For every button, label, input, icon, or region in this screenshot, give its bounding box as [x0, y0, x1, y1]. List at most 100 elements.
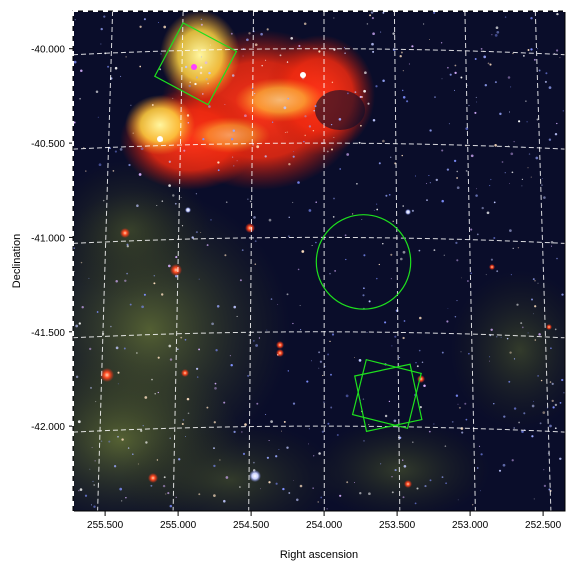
star: [141, 305, 144, 309]
star: [401, 89, 404, 92]
star: [140, 147, 144, 151]
star: [433, 423, 435, 425]
x-tick-label: 252.500: [525, 520, 562, 531]
star: [232, 129, 236, 132]
star: [318, 452, 321, 455]
star: [306, 380, 309, 383]
star: [336, 433, 339, 437]
star: [372, 50, 375, 53]
star: [561, 293, 564, 296]
star: [533, 498, 535, 500]
star: [496, 270, 499, 273]
star: [225, 476, 229, 479]
star: [236, 315, 238, 317]
star: [406, 100, 409, 103]
star: [384, 321, 387, 324]
star: [214, 382, 217, 385]
star: [346, 153, 350, 156]
star: [344, 47, 346, 49]
star: [270, 420, 273, 423]
star: [434, 96, 436, 98]
star: [290, 36, 294, 40]
star: [308, 443, 310, 445]
star: [248, 32, 251, 35]
star: [93, 484, 96, 486]
star: [489, 185, 491, 187]
star: [217, 169, 220, 172]
star: [313, 455, 315, 457]
star: [380, 31, 382, 33]
star: [521, 178, 524, 181]
star: [233, 165, 235, 167]
star: [80, 261, 83, 264]
star: [268, 218, 272, 222]
star: [292, 155, 295, 158]
star: [214, 386, 217, 390]
star: [80, 69, 83, 72]
star: [426, 183, 427, 184]
star: [446, 168, 450, 171]
star: [78, 490, 80, 492]
star: [151, 104, 154, 106]
star: [554, 427, 557, 430]
star: [556, 257, 558, 260]
star: [254, 240, 257, 243]
star: [151, 378, 153, 381]
star: [390, 278, 392, 280]
star: [496, 30, 500, 34]
star: [550, 245, 553, 247]
star: [480, 48, 483, 50]
star: [559, 57, 561, 59]
star: [239, 486, 241, 488]
star: [382, 139, 385, 143]
star: [195, 193, 198, 195]
star: [199, 71, 203, 75]
star: [308, 428, 310, 430]
star: [178, 458, 181, 461]
star: [510, 86, 512, 88]
star: [344, 234, 347, 237]
star: [493, 236, 496, 240]
star: [506, 337, 509, 340]
star: [402, 459, 404, 461]
star: [252, 143, 254, 146]
star: [358, 359, 362, 362]
star: [132, 453, 134, 455]
star: [461, 431, 464, 434]
star: [162, 484, 166, 488]
star: [150, 484, 153, 487]
star: [542, 411, 546, 414]
dec-grid-line: [73, 331, 565, 339]
star: [510, 152, 514, 156]
star: [556, 49, 559, 52]
star: [299, 305, 301, 306]
star: [390, 156, 392, 158]
star: [412, 441, 414, 443]
star: [242, 452, 246, 455]
star: [200, 66, 203, 69]
star: [143, 293, 146, 296]
star: [261, 64, 263, 67]
star: [534, 280, 536, 282]
star: [126, 245, 129, 248]
star: [188, 84, 191, 88]
star: [423, 384, 426, 387]
star: [411, 45, 414, 48]
star: [543, 469, 545, 471]
star: [378, 263, 380, 266]
star: [249, 200, 252, 203]
star: [185, 435, 187, 437]
star: [516, 303, 519, 306]
star: [157, 391, 159, 394]
star: [474, 58, 477, 60]
star: [551, 399, 554, 403]
star: [466, 280, 469, 282]
star: [112, 170, 115, 172]
star: [283, 106, 287, 110]
star: [198, 348, 201, 351]
star: [259, 488, 261, 490]
ra-grid-line: [172, 11, 184, 511]
star: [513, 427, 516, 429]
x-axis-label: Right ascension: [280, 549, 358, 561]
star: [550, 240, 554, 244]
